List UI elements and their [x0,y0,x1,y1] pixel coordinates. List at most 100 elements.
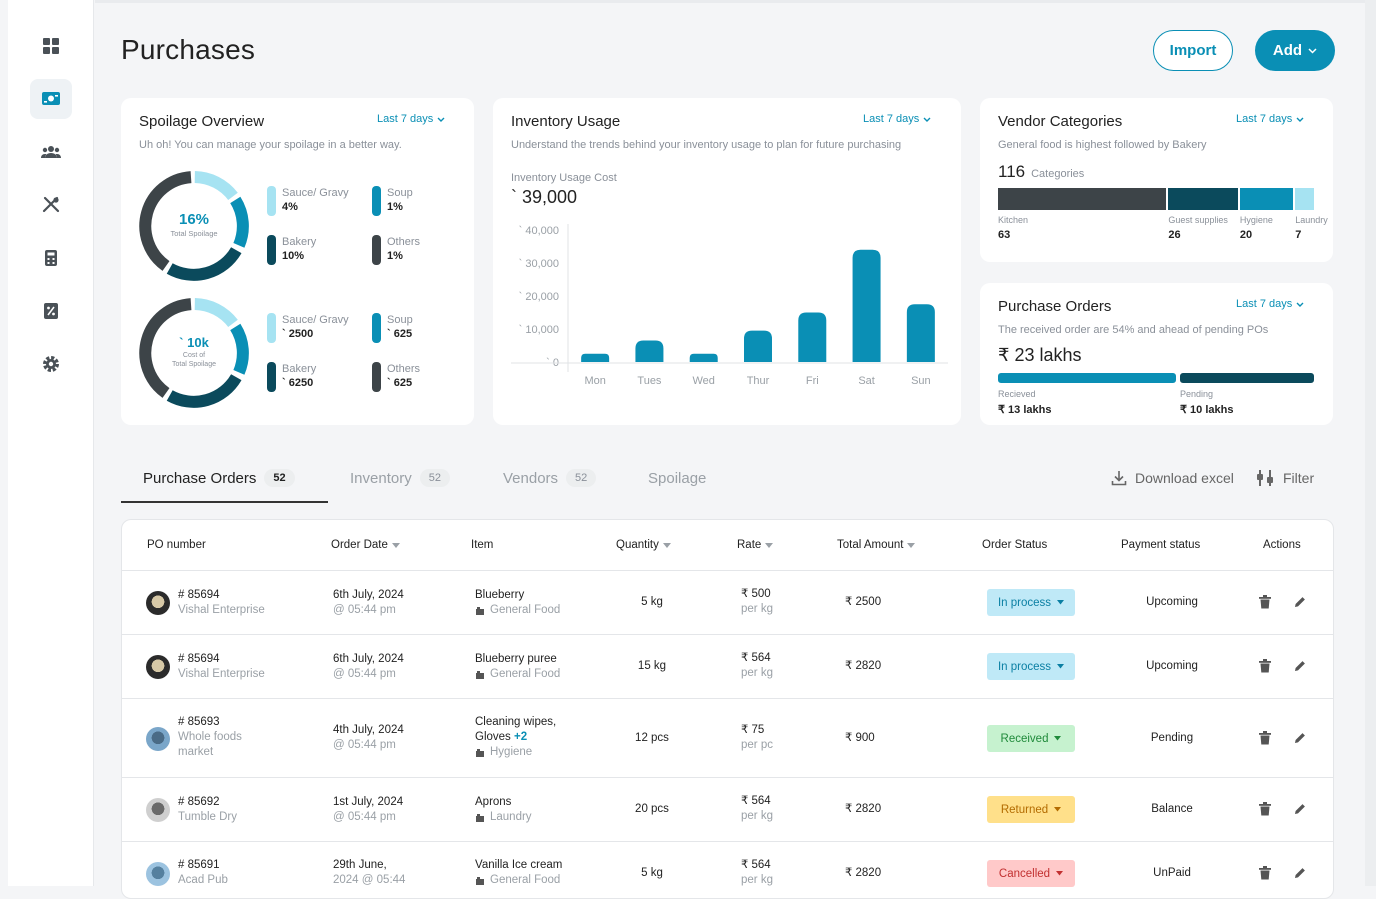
item-name: Blueberry puree [475,653,557,665]
item-category: General Food [475,603,560,618]
tab-vendors[interactable]: Vendors 52 [503,452,597,504]
delete-button[interactable] [1259,802,1271,821]
th-payment-status[interactable]: Payment status [1121,539,1200,551]
th-total-amount[interactable]: Total Amount [837,539,916,551]
category-label: Hygiene [490,746,533,758]
th-rate[interactable]: Rate [737,539,774,551]
table-row[interactable]: # 85694 Vishal Enterprise 6th July, 2024 @ … [122,570,1333,634]
table-row[interactable]: # 85691 Acad Pub 29th June, 2024 @ 05:44 Van… [122,841,1333,898]
donut1-caption: Total Spoilage [170,229,218,238]
bar-sun[interactable] [906,304,935,362]
bar-mon[interactable] [581,353,610,362]
po-number[interactable]: # 85694 [178,589,220,601]
tab-inventory[interactable]: Inventory 52 [350,452,450,504]
delete-button[interactable] [1259,659,1271,678]
po-pending-value: ₹ 10 lakhs [1180,404,1234,416]
vendor-name-line2: market [178,746,214,758]
th-label: Actions [1263,539,1301,551]
order-date: 1st July, 2024 [333,796,404,808]
vendor-segment-guest-supplies[interactable] [1168,188,1238,210]
x-tick-label: Tues [637,375,662,387]
caret-down-icon [1056,871,1064,876]
vendor-range-select[interactable]: Last 7 days [1236,113,1304,125]
vendor-segment-kitchen[interactable] [998,188,1167,210]
po-range-select[interactable]: Last 7 days [1236,298,1304,310]
po-received-label: Recieved [998,389,1036,399]
tab-purchase-orders[interactable]: Purchase Orders 52 [143,452,295,504]
order-status-select[interactable]: Cancelled [987,860,1075,887]
donut2-caption-line2: Total Spoilage [172,361,216,368]
po-number[interactable]: # 85692 [178,796,220,808]
delete-button[interactable] [1259,731,1271,750]
add-button-label: Add [1272,42,1303,59]
table-row[interactable]: # 85693 Whole foods market 4th July, 2024 @ … [122,698,1333,777]
table-row[interactable]: # 85694 Vishal Enterprise 6th July, 2024 @ … [122,634,1333,698]
legend-value: ` 2500 [282,328,314,340]
legend-swatch [372,362,381,392]
nav-dashboard[interactable] [30,26,72,66]
edit-button[interactable] [1294,595,1306,613]
edit-button[interactable] [1294,659,1306,677]
order-status-select[interactable]: Received [987,725,1075,752]
delete-button[interactable] [1259,866,1271,885]
legend-value: 1% [387,250,403,262]
nav-settings[interactable] [30,344,72,384]
rate-unit: per kg [741,874,773,886]
tab-label: Purchase Orders [143,469,257,487]
legend-sauce-cost: Sauce/ Gravy ` 2500 [267,313,349,343]
po-number[interactable]: # 85694 [178,653,220,665]
nav-discounts[interactable] [30,291,72,331]
th-order-date[interactable]: Order Date [331,539,400,551]
th-label: Payment status [1121,539,1201,551]
nav-purchases[interactable] [30,79,72,119]
order-status-select[interactable]: In process [987,653,1075,680]
bar-fri[interactable] [798,312,827,363]
rate-unit: per kg [741,667,773,679]
scrollbar-track[interactable] [1365,0,1376,886]
more-items-badge[interactable]: +2 [514,731,528,743]
spoilage-range-select[interactable]: Last 7 days [377,113,445,125]
th-order-status[interactable]: Order Status [982,539,1047,551]
th-po-number[interactable]: PO number [147,539,206,551]
th-quantity[interactable]: Quantity [616,539,671,551]
vendor-count-label: Categories [1031,168,1085,180]
download-excel-button[interactable]: Download excel [1111,452,1234,504]
tab-spoilage[interactable]: Spoilage [648,452,706,504]
vendor-name: Whole foods [178,731,242,743]
delete-button[interactable] [1259,595,1271,614]
legend-value: 4% [282,201,298,213]
vendor-segment-laundry[interactable] [1295,188,1314,210]
order-status-select[interactable]: Returned [987,796,1075,823]
vendor-subtitle: General food is highest followed by Bake… [998,139,1207,151]
bar-wed[interactable] [689,353,718,362]
legend-swatch [267,186,276,216]
import-button[interactable]: Import [1153,30,1233,71]
vendor-segment-hygiene[interactable] [1239,188,1294,210]
po-card-subtitle: The received order are 54% and ahead of … [998,324,1269,336]
filter-button[interactable]: Filter [1257,452,1314,504]
table-row[interactable]: # 85692 Tumble Dry 1st July, 2024 @ 05:44 p… [122,777,1333,841]
order-status-select[interactable]: In process [987,589,1075,616]
bar-thur[interactable] [744,330,772,362]
x-tick-label: Wed [693,375,715,387]
th-item[interactable]: Item [471,539,493,551]
add-button[interactable]: Add [1255,30,1335,71]
nav-kitchen[interactable] [30,185,72,225]
pencil-icon [1295,733,1305,743]
category-label: Laundry [490,811,532,823]
nav-users[interactable] [30,132,72,172]
edit-button[interactable] [1294,802,1306,820]
bar-sat[interactable] [852,249,881,362]
bar-tues[interactable] [635,340,664,362]
edit-button[interactable] [1294,866,1306,884]
y-tick-label: ` 20,000 [519,291,559,303]
po-number[interactable]: # 85693 [178,716,220,728]
po-number[interactable]: # 85691 [178,859,220,871]
legend-value: ` 625 [387,377,413,389]
edit-button[interactable] [1294,731,1306,749]
pencil-icon [1295,868,1305,878]
nav-reports[interactable] [30,238,72,278]
inventory-range-select[interactable]: Last 7 days [863,113,931,125]
vendor-name: Vishal Enterprise [178,604,265,616]
x-tick-label: Thur [747,375,770,387]
